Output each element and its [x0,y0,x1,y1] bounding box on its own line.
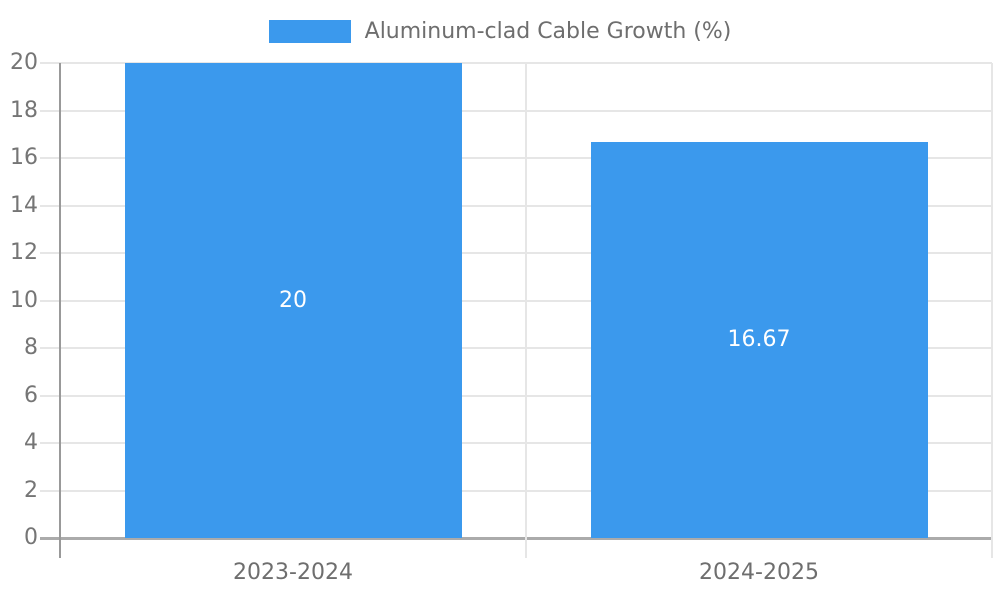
y-tick-label: 18 [10,97,38,123]
bar-value-label: 20 [279,287,307,313]
gridline [40,157,992,159]
bar[interactable] [124,63,462,538]
gridline [40,394,992,397]
gridline [40,489,992,492]
y-tick-label: 16 [10,145,38,170]
y-tick-label: 0 [24,525,38,550]
gridline [40,299,992,302]
x-axis-baseline [40,536,992,540]
y-tick-label: 4 [24,430,38,455]
chart-legend[interactable]: Aluminum-clad Cable Growth (%) [0,20,1000,43]
category-separator-line [525,63,527,558]
y-tick-label: 8 [24,335,38,360]
gridline [40,442,992,444]
legend-label: Aluminum-clad Cable Growth (%) [364,19,732,44]
y-tick-label: 10 [10,287,38,313]
y-tick-label: 6 [24,382,38,408]
y-axis-line [59,63,61,558]
x-tick-label: 2024-2025 [699,560,819,585]
gridline [40,252,992,254]
y-tick-label: 12 [10,240,38,265]
gridline [40,347,992,349]
bar-value-label: 16.67 [727,327,791,353]
gridline [40,109,992,112]
y-tick-label: 14 [10,192,38,218]
bar[interactable] [590,142,928,538]
gridline [40,204,992,207]
y-tick-label: 20 [10,50,38,75]
gridline [40,62,992,64]
x-tick-label: 2023-2024 [233,560,353,585]
plot-right-border [991,63,993,558]
y-tick-label: 2 [24,477,38,503]
legend-swatch [268,20,351,43]
